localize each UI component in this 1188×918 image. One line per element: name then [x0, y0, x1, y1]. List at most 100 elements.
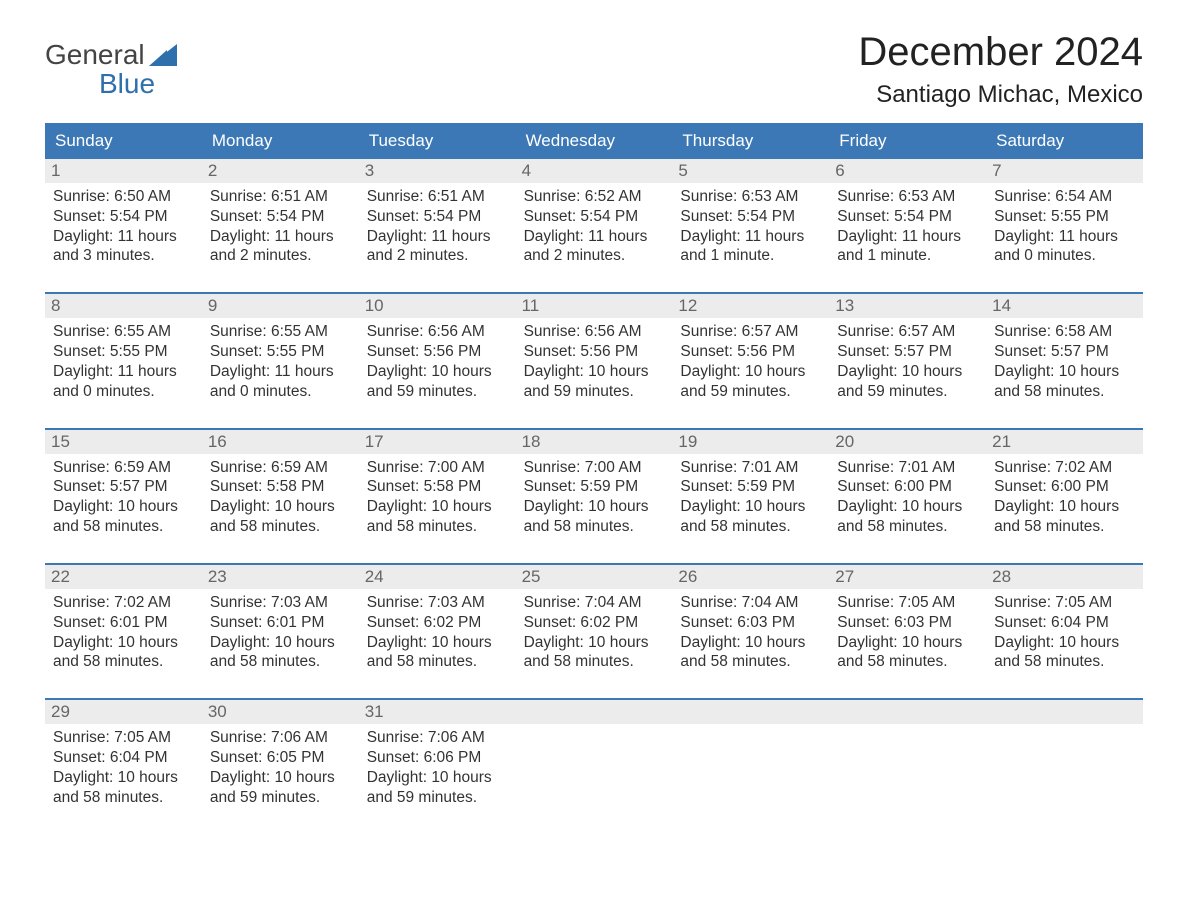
day-cell: Sunrise: 6:56 AMSunset: 5:56 PMDaylight:…	[359, 318, 516, 409]
sunset-line: Sunset: 5:54 PM	[367, 207, 508, 227]
day-number: 5	[672, 159, 829, 183]
sunset-line: Sunset: 5:56 PM	[524, 342, 665, 362]
daylight-line1: Daylight: 10 hours	[994, 362, 1135, 382]
daylight-line2: and 2 minutes.	[367, 246, 508, 266]
daylight-line2: and 58 minutes.	[680, 652, 821, 672]
sunrise-line: Sunrise: 7:02 AM	[53, 593, 194, 613]
day-cell: Sunrise: 7:03 AMSunset: 6:01 PMDaylight:…	[202, 589, 359, 680]
day-number	[672, 700, 829, 724]
day-number: 16	[202, 430, 359, 454]
sunset-line: Sunset: 5:54 PM	[53, 207, 194, 227]
daylight-line1: Daylight: 10 hours	[53, 768, 194, 788]
sunset-line: Sunset: 6:02 PM	[524, 613, 665, 633]
sunrise-line: Sunrise: 6:55 AM	[210, 322, 351, 342]
day-number: 28	[986, 565, 1143, 589]
sunset-line: Sunset: 6:05 PM	[210, 748, 351, 768]
sunrise-line: Sunrise: 7:03 AM	[210, 593, 351, 613]
sunrise-line: Sunrise: 7:03 AM	[367, 593, 508, 613]
day-cell: Sunrise: 7:06 AMSunset: 6:05 PMDaylight:…	[202, 724, 359, 815]
daylight-line1: Daylight: 10 hours	[367, 633, 508, 653]
day-cell: Sunrise: 7:05 AMSunset: 6:04 PMDaylight:…	[45, 724, 202, 815]
daylight-line2: and 59 minutes.	[680, 382, 821, 402]
sunset-line: Sunset: 5:58 PM	[367, 477, 508, 497]
sunset-line: Sunset: 5:54 PM	[210, 207, 351, 227]
daylight-line2: and 58 minutes.	[837, 652, 978, 672]
day-number: 4	[516, 159, 673, 183]
sunrise-line: Sunrise: 6:56 AM	[367, 322, 508, 342]
calendar-week: 22232425262728Sunrise: 7:02 AMSunset: 6:…	[45, 563, 1143, 680]
daylight-line2: and 3 minutes.	[53, 246, 194, 266]
sunset-line: Sunset: 6:03 PM	[680, 613, 821, 633]
daylight-line1: Daylight: 10 hours	[524, 497, 665, 517]
sunrise-line: Sunrise: 6:56 AM	[524, 322, 665, 342]
day-number: 19	[672, 430, 829, 454]
sunset-line: Sunset: 6:06 PM	[367, 748, 508, 768]
day-cell: Sunrise: 7:04 AMSunset: 6:03 PMDaylight:…	[672, 589, 829, 680]
daylight-line2: and 58 minutes.	[680, 517, 821, 537]
day-cell: Sunrise: 6:53 AMSunset: 5:54 PMDaylight:…	[672, 183, 829, 274]
daylight-line1: Daylight: 11 hours	[367, 227, 508, 247]
daynum-band: 293031	[45, 700, 1143, 724]
daylight-line2: and 58 minutes.	[367, 652, 508, 672]
sunrise-line: Sunrise: 7:05 AM	[53, 728, 194, 748]
day-cell: Sunrise: 6:53 AMSunset: 5:54 PMDaylight:…	[829, 183, 986, 274]
day-cell: Sunrise: 6:50 AMSunset: 5:54 PMDaylight:…	[45, 183, 202, 274]
sunset-line: Sunset: 5:58 PM	[210, 477, 351, 497]
daylight-line1: Daylight: 10 hours	[837, 633, 978, 653]
daylight-line2: and 58 minutes.	[524, 652, 665, 672]
sunset-line: Sunset: 6:01 PM	[210, 613, 351, 633]
weekday-header-row: SundayMondayTuesdayWednesdayThursdayFrid…	[45, 123, 1143, 157]
sunrise-line: Sunrise: 6:50 AM	[53, 187, 194, 207]
day-number: 2	[202, 159, 359, 183]
daylight-line1: Daylight: 10 hours	[524, 633, 665, 653]
sunset-line: Sunset: 5:54 PM	[837, 207, 978, 227]
day-number: 25	[516, 565, 673, 589]
day-number	[829, 700, 986, 724]
weekday-header: Saturday	[986, 125, 1143, 157]
day-number: 9	[202, 294, 359, 318]
daylight-line1: Daylight: 10 hours	[367, 768, 508, 788]
daylight-line1: Daylight: 10 hours	[837, 362, 978, 382]
daylight-line1: Daylight: 10 hours	[680, 633, 821, 653]
location-subtitle: Santiago Michac, Mexico	[858, 81, 1143, 109]
sunrise-line: Sunrise: 7:02 AM	[994, 458, 1135, 478]
daylight-line1: Daylight: 10 hours	[210, 633, 351, 653]
calendar-week: 1234567Sunrise: 6:50 AMSunset: 5:54 PMDa…	[45, 157, 1143, 274]
sunset-line: Sunset: 5:59 PM	[680, 477, 821, 497]
sunrise-line: Sunrise: 6:51 AM	[210, 187, 351, 207]
day-cell: Sunrise: 7:02 AMSunset: 6:01 PMDaylight:…	[45, 589, 202, 680]
weekday-header: Thursday	[672, 125, 829, 157]
daylight-line2: and 58 minutes.	[994, 517, 1135, 537]
daylight-line2: and 59 minutes.	[367, 788, 508, 808]
sunrise-line: Sunrise: 6:51 AM	[367, 187, 508, 207]
sunset-line: Sunset: 5:59 PM	[524, 477, 665, 497]
sunrise-line: Sunrise: 6:58 AM	[994, 322, 1135, 342]
sunrise-line: Sunrise: 7:00 AM	[524, 458, 665, 478]
sunset-line: Sunset: 5:56 PM	[367, 342, 508, 362]
sunset-line: Sunset: 6:01 PM	[53, 613, 194, 633]
sunset-line: Sunset: 5:55 PM	[53, 342, 194, 362]
daylight-line1: Daylight: 10 hours	[53, 633, 194, 653]
daylight-line2: and 1 minute.	[680, 246, 821, 266]
day-cell: Sunrise: 6:57 AMSunset: 5:57 PMDaylight:…	[829, 318, 986, 409]
day-number: 11	[516, 294, 673, 318]
daylight-line2: and 0 minutes.	[994, 246, 1135, 266]
sunrise-line: Sunrise: 6:52 AM	[524, 187, 665, 207]
brand-line2: Blue	[45, 69, 177, 98]
sunrise-line: Sunrise: 7:01 AM	[837, 458, 978, 478]
sunrise-line: Sunrise: 6:55 AM	[53, 322, 194, 342]
day-number: 18	[516, 430, 673, 454]
day-cell: Sunrise: 7:00 AMSunset: 5:59 PMDaylight:…	[516, 454, 673, 545]
daylight-line1: Daylight: 11 hours	[53, 362, 194, 382]
weekday-header: Sunday	[45, 125, 202, 157]
daylight-line1: Daylight: 10 hours	[367, 362, 508, 382]
daylight-line2: and 58 minutes.	[524, 517, 665, 537]
sunrise-line: Sunrise: 6:59 AM	[210, 458, 351, 478]
daylight-line2: and 59 minutes.	[524, 382, 665, 402]
day-number: 24	[359, 565, 516, 589]
day-cell: Sunrise: 6:54 AMSunset: 5:55 PMDaylight:…	[986, 183, 1143, 274]
daylight-line2: and 59 minutes.	[837, 382, 978, 402]
sunrise-line: Sunrise: 7:04 AM	[680, 593, 821, 613]
sunrise-line: Sunrise: 7:05 AM	[994, 593, 1135, 613]
daylight-line1: Daylight: 11 hours	[524, 227, 665, 247]
